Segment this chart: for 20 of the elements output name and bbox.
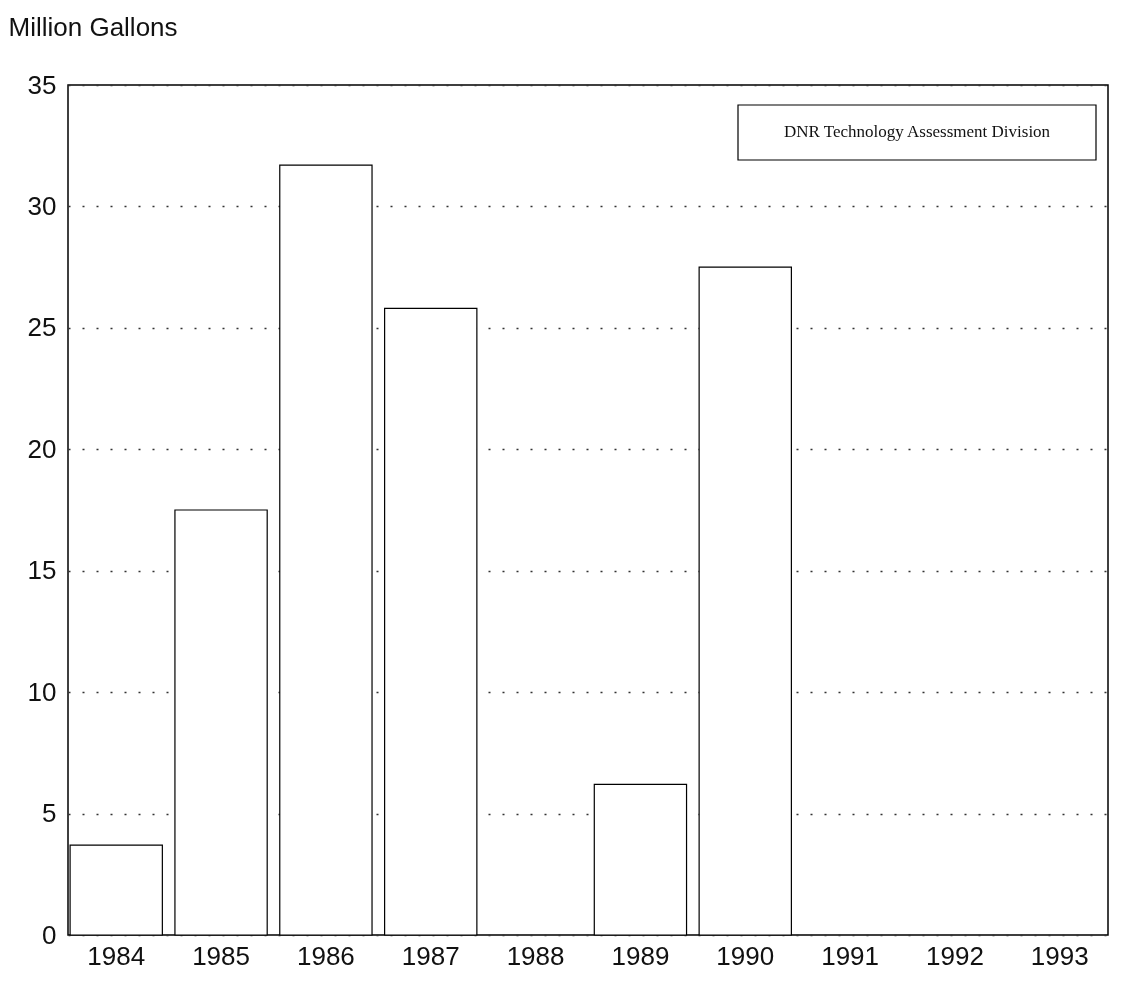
y-tick-label: 15 bbox=[27, 555, 57, 586]
x-tick-label: 1989 bbox=[611, 940, 670, 971]
x-tick-label: 1985 bbox=[192, 940, 250, 971]
x-tick-label: 1990 bbox=[716, 940, 775, 971]
x-tick-label: 1988 bbox=[506, 940, 565, 971]
y-tick-label: 35 bbox=[27, 69, 57, 100]
x-tick-label: 1984 bbox=[87, 940, 146, 971]
y-tick-label: 30 bbox=[27, 190, 57, 221]
x-tick-label: 1987 bbox=[401, 940, 460, 971]
y-axis-title: Million Gallons bbox=[8, 11, 178, 42]
y-tick-label: 0 bbox=[42, 919, 57, 950]
x-tick-label: 1993 bbox=[1030, 940, 1089, 971]
y-tick-label: 5 bbox=[42, 798, 57, 829]
annotation: DNR Technology Assessment Division bbox=[783, 122, 1051, 141]
x-tick-label: 1986 bbox=[296, 940, 355, 971]
x-tick-label: 1991 bbox=[821, 940, 880, 971]
x-tick-label: 1992 bbox=[926, 940, 984, 971]
y-tick-label: 10 bbox=[27, 676, 57, 707]
y-tick-label: 20 bbox=[27, 433, 57, 464]
y-tick-label: 25 bbox=[27, 312, 57, 343]
